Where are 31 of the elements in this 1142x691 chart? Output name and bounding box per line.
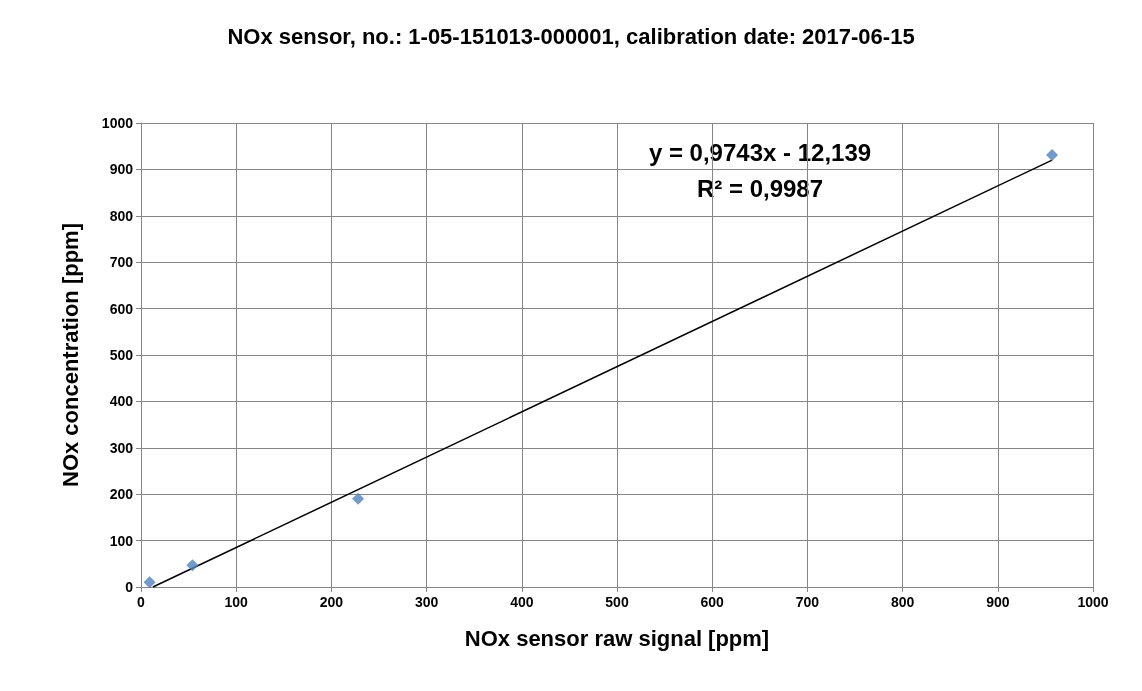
annotation: y = 0,9743x - 12,139 <box>648 138 872 166</box>
x-axis-title: NOx sensor raw signal [ppm] <box>464 625 770 651</box>
x-tick-label: 400 <box>510 594 534 610</box>
x-tick-label: 100 <box>224 594 249 610</box>
y-axis-title: NOx concentration [ppm] <box>57 222 83 488</box>
y-tick-label: 1000 <box>101 115 134 131</box>
point <box>186 559 199 572</box>
x-tick-label: 300 <box>414 594 439 610</box>
point <box>352 492 365 505</box>
y-tick-label: 800 <box>109 207 134 224</box>
x-tick-label: 900 <box>986 594 1010 610</box>
x-tick-label: 700 <box>795 594 820 610</box>
y-tick-label: 400 <box>109 393 134 410</box>
x-tick-label: 200 <box>319 594 344 610</box>
y-tick-label: 600 <box>109 300 134 317</box>
y-tick-label: 200 <box>109 486 134 503</box>
x-tick-label: 800 <box>890 594 915 610</box>
y-tick-label: 0 <box>125 579 134 595</box>
y-tick-label: 900 <box>109 161 134 178</box>
x-tick-label: 500 <box>605 594 629 610</box>
x-tick-label: 600 <box>700 594 725 610</box>
x-tick-label: 0 <box>137 594 146 610</box>
chart-title: NOx sensor, no.: 1-05-151013-000001, calibration date: 2017-06-15 <box>227 23 915 49</box>
y-tick-label: 500 <box>109 347 134 363</box>
y-tick-label: 700 <box>109 254 134 271</box>
x-tick-label: 1000 <box>1077 594 1109 610</box>
point <box>1046 149 1059 162</box>
point <box>143 576 156 589</box>
y-tick-label: 300 <box>109 439 134 456</box>
y-tick-label: 100 <box>109 532 134 549</box>
annotation: R² = 0,9987 <box>696 174 824 202</box>
